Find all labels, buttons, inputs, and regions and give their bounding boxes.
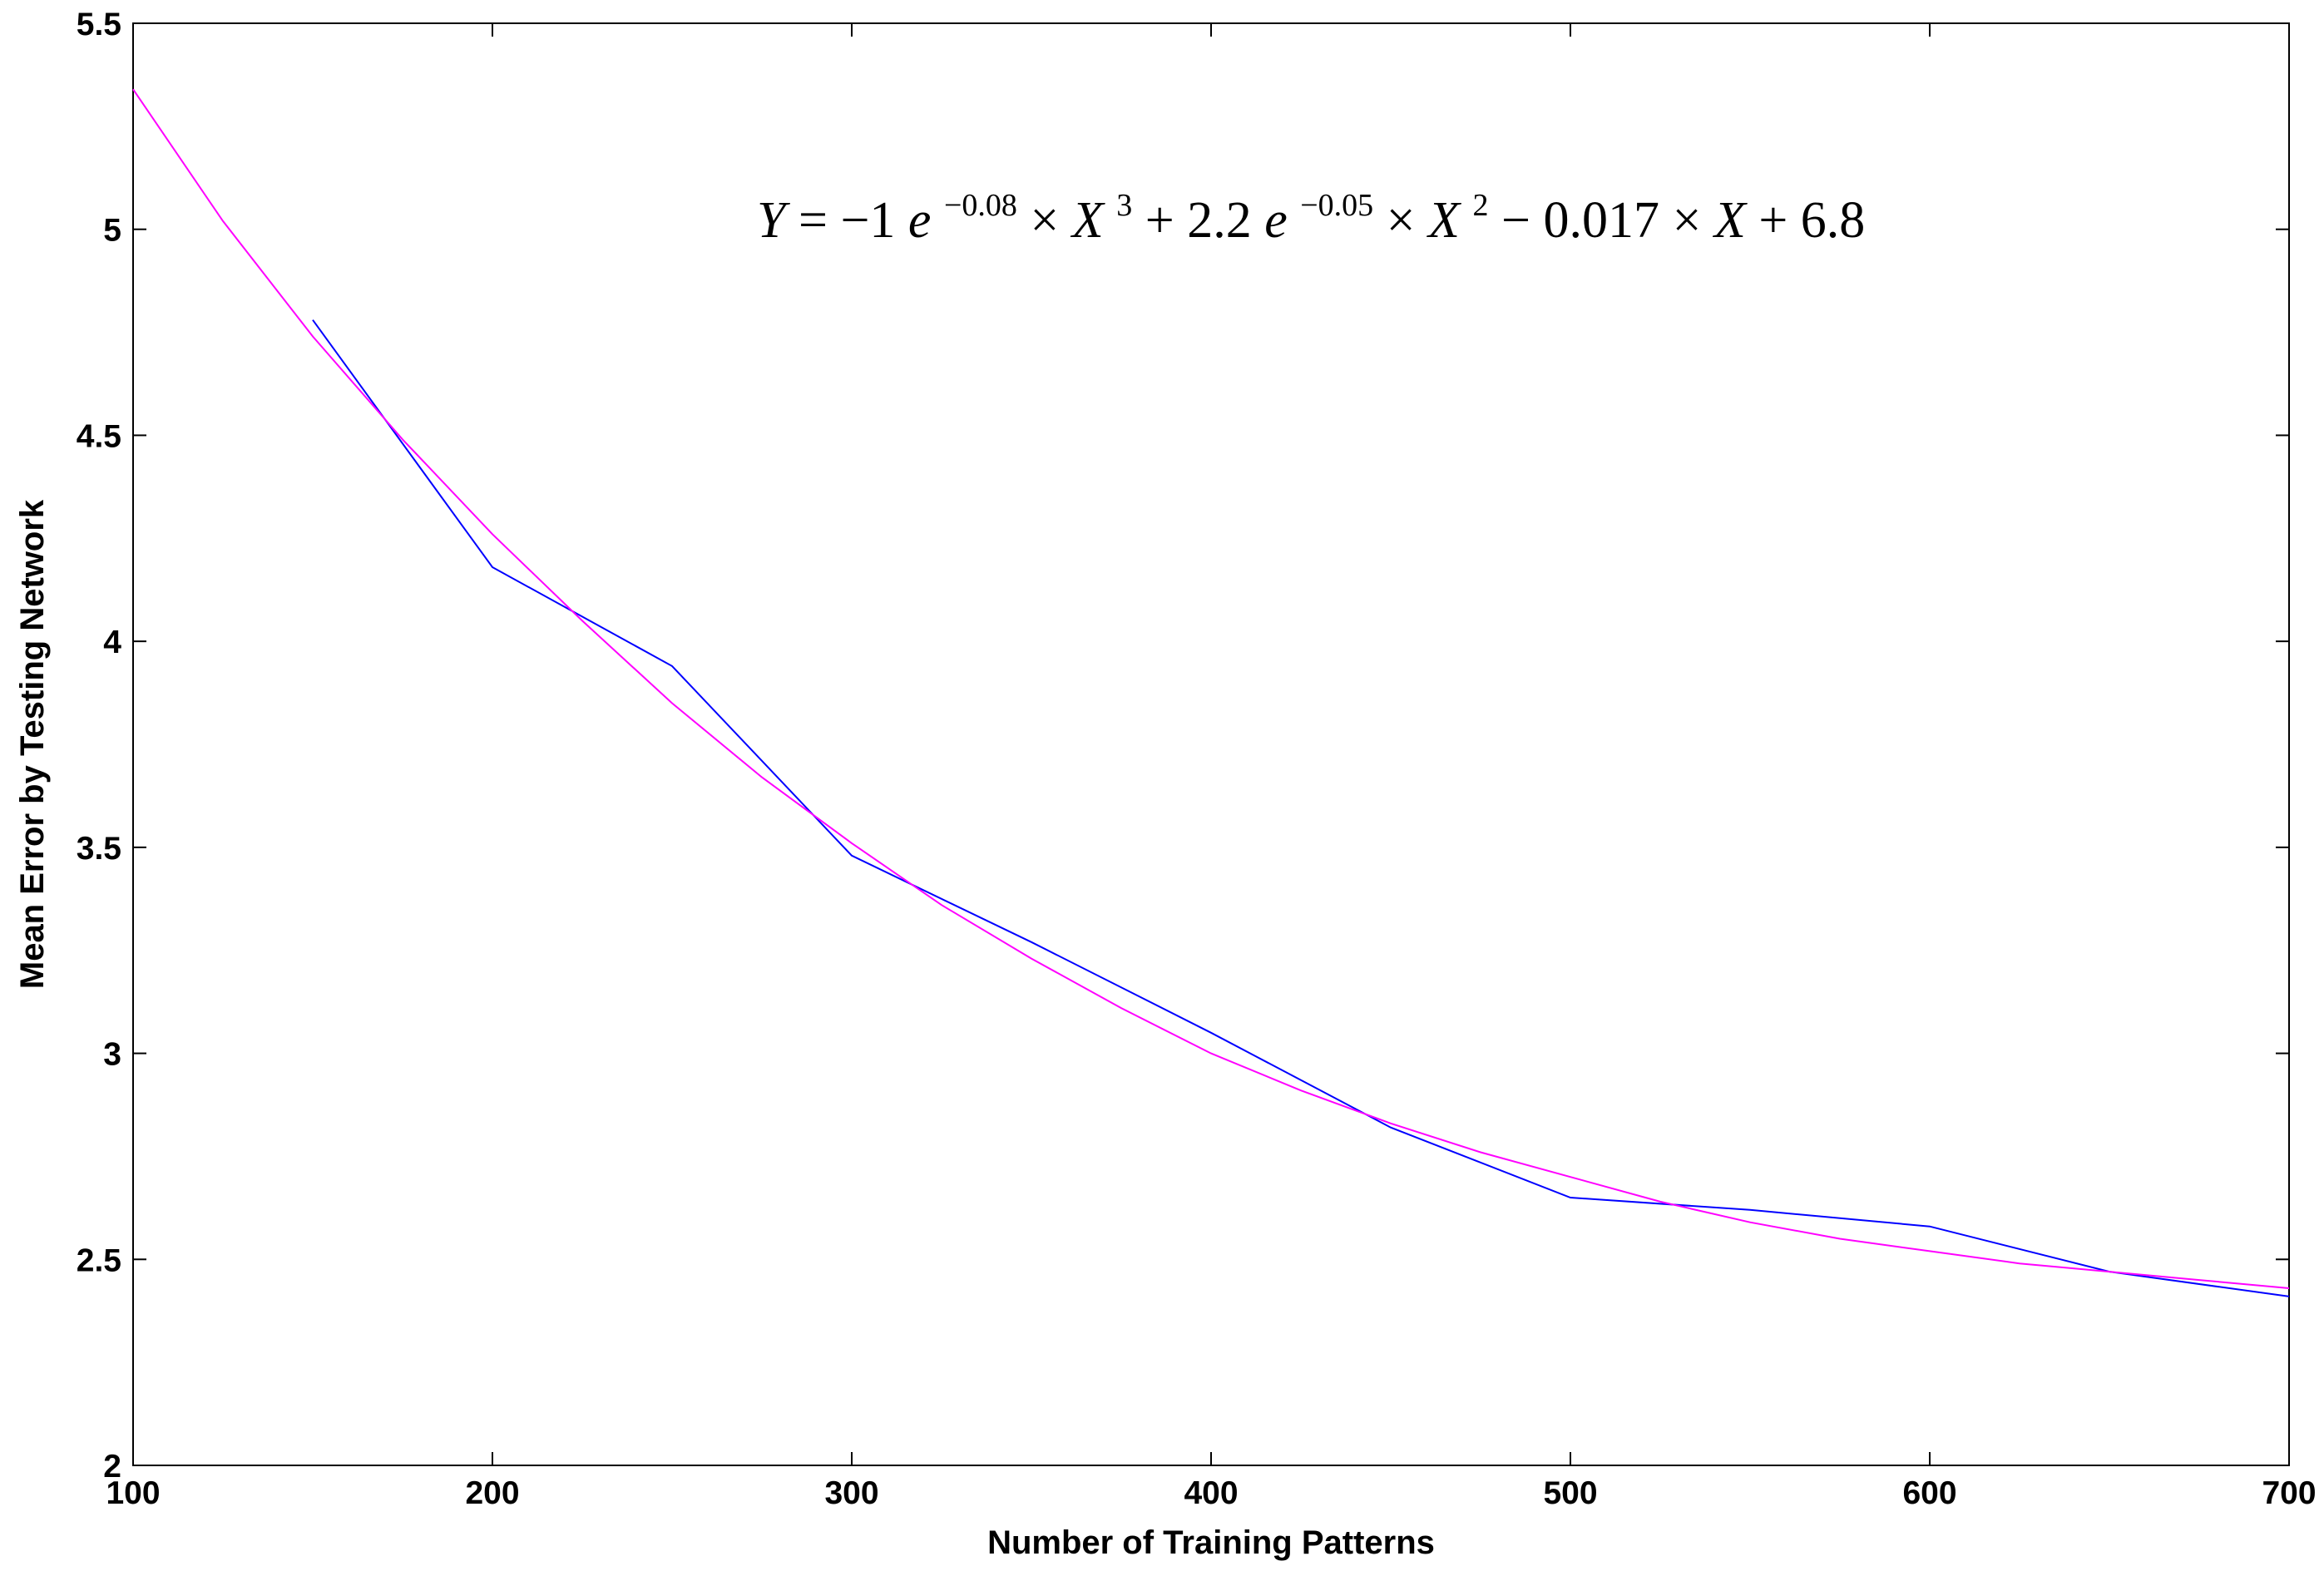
equation-exponent: −0.08 <box>944 188 1017 223</box>
x-tick-label: 600 <box>1902 1475 1956 1511</box>
equation-x: X <box>1712 192 1748 249</box>
equation-part: × <box>1030 192 1071 249</box>
y-axis-label: Mean Error by Testing Network <box>14 499 51 989</box>
equation-part: + 6.8 <box>1758 192 1865 249</box>
equation-e: e <box>1264 192 1288 249</box>
equation-annotation: Y = −1 e −0.08 × X 3 + 2.2 e −0.05 × X 2… <box>757 170 1865 249</box>
equation-power: 2 <box>1473 188 1489 223</box>
ticks <box>132 22 2290 1466</box>
y-tick-label: 3 <box>103 1037 121 1073</box>
y-tick-label: 3.5 <box>77 831 121 867</box>
equation-y: Y <box>757 192 790 249</box>
x-tick-label: 400 <box>1184 1475 1238 1511</box>
x-axis-label: Number of Training Patterns <box>987 1524 1435 1561</box>
equation-x: X <box>1070 192 1105 249</box>
equation-part: = −1 <box>799 192 895 249</box>
y-tick-label: 4 <box>103 625 121 660</box>
series-layer <box>132 88 2290 1297</box>
equation-x: X <box>1426 192 1461 249</box>
equation-e: e <box>908 192 932 249</box>
x-tick-label: 100 <box>106 1475 160 1511</box>
y-tick-label: 2.5 <box>77 1242 121 1278</box>
equation-part: + 2.2 <box>1145 192 1252 249</box>
x-tick-label: 500 <box>1543 1475 1597 1511</box>
y-tick-label: 4.5 <box>77 418 121 454</box>
series-line-1 <box>312 319 2290 1297</box>
equation-part: − 0.017 × <box>1501 192 1714 249</box>
y-tick-label: 5 <box>103 213 121 249</box>
equation-exponent: −0.05 <box>1300 188 1373 223</box>
y-tick-label: 2 <box>103 1449 121 1485</box>
y-tick-label: 5.5 <box>77 7 121 42</box>
x-tick-label: 300 <box>824 1475 878 1511</box>
series-line-2 <box>132 88 2290 1289</box>
x-tick-label: 200 <box>465 1475 519 1511</box>
tick-labels: 100 200 300 400 500 600 700 2 2.5 3 3.5 4 4.5 5 5.5 <box>77 7 2317 1511</box>
equation-power: 3 <box>1116 188 1132 223</box>
x-tick-label: 700 <box>2262 1475 2316 1511</box>
equation-part: × <box>1387 192 1428 249</box>
